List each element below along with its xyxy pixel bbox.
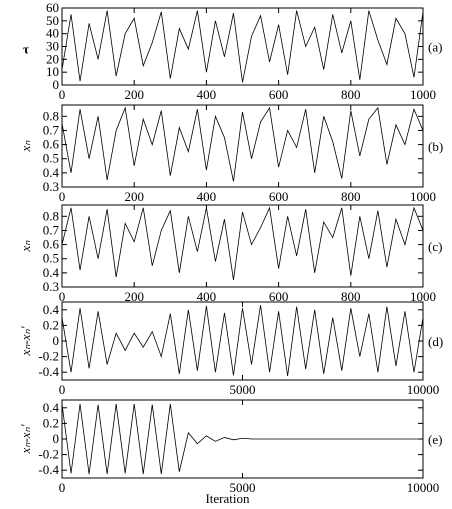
y-tick-label: 0.7: [43, 222, 60, 237]
x-tick-label: 200: [124, 189, 144, 204]
y-tick-label: 0: [53, 431, 60, 446]
panel-label: (e): [428, 432, 442, 447]
x-tick-label: 5000: [230, 382, 256, 397]
x-tick-label: 0: [59, 189, 66, 204]
y-axis-label: τ: [23, 42, 29, 57]
y-axis-label: xₙ: [18, 240, 33, 253]
x-tick-label: 1000: [410, 289, 436, 304]
y-tick-label: 0.8: [43, 208, 59, 223]
x-tick-label: 800: [341, 87, 361, 102]
x-tick-label: 600: [269, 87, 289, 102]
data-line: [61, 106, 424, 182]
x-tick-label: 1000: [410, 87, 436, 102]
y-tick-label: 0.4: [43, 400, 60, 415]
y-tick-label: 0.6: [43, 137, 60, 152]
plot-frame: [61, 104, 424, 188]
y-tick-label: -0.2: [38, 349, 59, 364]
x-tick-label: 200: [124, 87, 144, 102]
x-tick-label: 10000: [407, 382, 440, 397]
y-tick-label: 30: [46, 39, 59, 54]
y-tick-label: 0.3: [43, 179, 59, 194]
x-tick-label: 800: [341, 189, 361, 204]
x-tick-label: 10000: [407, 480, 440, 495]
x-tick-label: 0: [59, 480, 66, 495]
x-tick-label: 200: [124, 289, 144, 304]
y-tick-label: 20: [46, 51, 59, 66]
y-tick-label: 0.5: [43, 251, 59, 266]
panel-label: (a): [428, 40, 442, 55]
data-line: [61, 305, 424, 377]
x-tick-label: 0: [59, 289, 66, 304]
x-tick-label: 600: [269, 189, 289, 204]
panel-label: (c): [428, 239, 442, 254]
x-tick-label: 400: [197, 189, 217, 204]
y-axis-label: xₙ-xₙ': [18, 326, 33, 356]
x-tick-label: 1000: [410, 189, 436, 204]
x-tick-label: 800: [341, 289, 361, 304]
y-tick-label: 0.4: [43, 165, 60, 180]
x-tick-label: 400: [197, 289, 217, 304]
plot-frame: [61, 204, 424, 288]
y-tick-label: 0: [53, 77, 60, 92]
y-tick-label: -0.4: [38, 462, 59, 477]
y-tick-label: 60: [46, 0, 59, 15]
data-line: [61, 10, 424, 83]
data-line: [61, 206, 424, 280]
y-tick-label: 0: [53, 333, 60, 348]
y-tick-label: 0.5: [43, 151, 59, 166]
y-axis-label: xₙ-xₙ': [18, 424, 33, 454]
y-tick-label: 50: [46, 13, 59, 28]
data-line: [61, 403, 423, 475]
x-tick-label: 600: [269, 289, 289, 304]
y-tick-label: 0.4: [43, 302, 60, 317]
y-tick-label: 0.4: [43, 265, 60, 280]
y-tick-label: 0.7: [43, 122, 60, 137]
x-tick-label: 400: [197, 87, 217, 102]
y-axis-label: xₙ: [18, 140, 33, 153]
panel-label: (d): [428, 334, 443, 349]
y-tick-label: 0.8: [43, 108, 59, 123]
y-tick-label: 10: [46, 64, 59, 79]
x-tick-label: 5000: [230, 480, 256, 495]
y-tick-label: -0.2: [38, 447, 59, 462]
y-tick-label: 40: [46, 26, 59, 41]
x-axis-label: Iteration: [205, 491, 250, 506]
panel-label: (b): [428, 139, 443, 154]
y-tick-label: 0.2: [43, 317, 59, 332]
y-tick-label: 0.6: [43, 237, 60, 252]
y-tick-label: -0.4: [38, 364, 59, 379]
x-tick-label: 0: [59, 382, 66, 397]
y-tick-label: 0.2: [43, 415, 59, 430]
x-tick-label: 0: [59, 87, 66, 102]
y-tick-label: 0.3: [43, 279, 59, 294]
